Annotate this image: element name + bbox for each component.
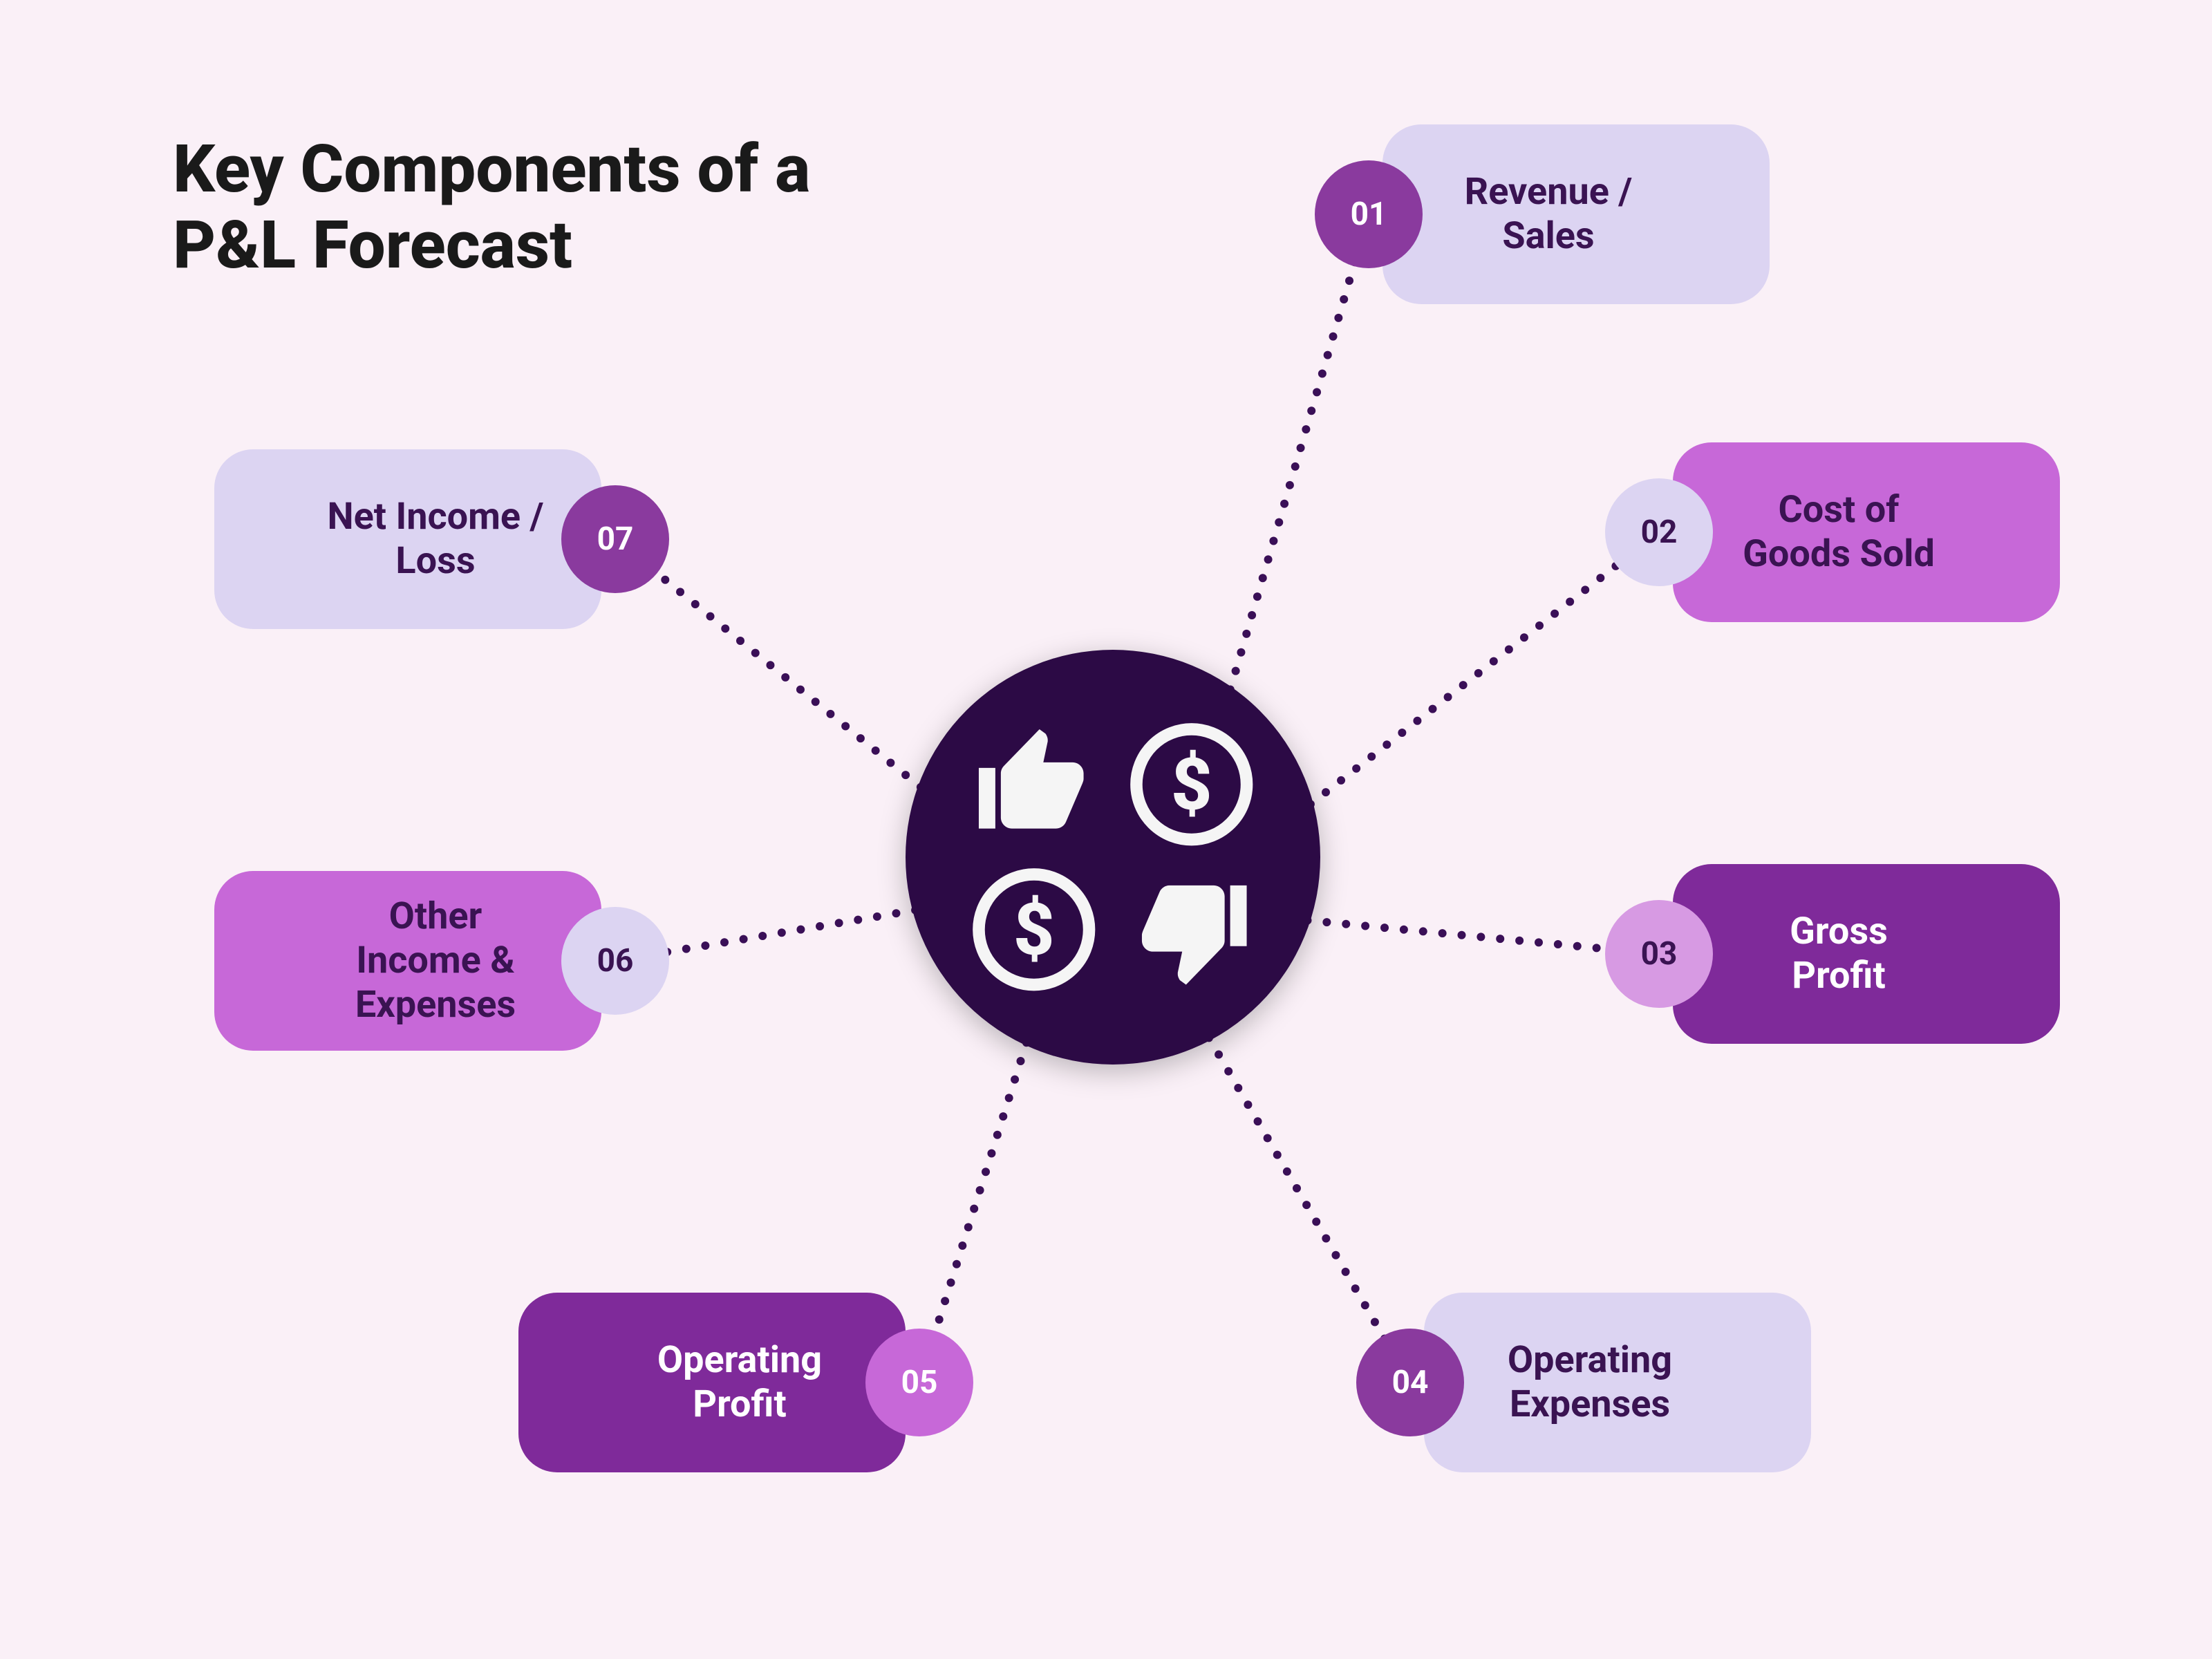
thumbs-down-icon	[1125, 863, 1258, 996]
component-card: OperatingExpenses	[1424, 1293, 1811, 1472]
component-number-badge: 06	[561, 907, 669, 1015]
component-card-label: GrossProfit	[1762, 910, 1971, 997]
component-number: 06	[597, 942, 634, 980]
component-card-label: Net Income /Loss	[244, 495, 571, 583]
component-card: Revenue /Sales	[1382, 124, 1770, 304]
component-number: 01	[1351, 196, 1387, 233]
component-card: Cost ofGoods Sold	[1673, 442, 2060, 622]
svg-text:$: $	[1171, 744, 1212, 827]
component-number-badge: 07	[561, 485, 669, 593]
dollar-coin-icon: $	[1125, 718, 1258, 851]
hub-icon-group: $ $	[955, 700, 1271, 1015]
component-card-label: OperatingProfit	[574, 1338, 850, 1426]
component-card-label: OperatingExpenses	[1480, 1338, 1755, 1426]
component-number: 07	[597, 521, 634, 558]
dollar-coin-icon: $	[968, 863, 1100, 996]
svg-text:$: $	[1013, 889, 1055, 973]
component-number-badge: 04	[1356, 1329, 1464, 1436]
thumbs-up-icon	[968, 718, 1100, 851]
component-number-badge: 03	[1605, 900, 1713, 1008]
component-card-label: Revenue /Sales	[1437, 170, 1716, 258]
component-number-badge: 02	[1605, 478, 1713, 586]
component-card-label: Cost ofGoods Sold	[1715, 488, 2018, 576]
component-number: 03	[1641, 935, 1678, 973]
component-card: OtherIncome &Expenses	[214, 871, 601, 1051]
component-card: OperatingProfit	[518, 1293, 906, 1472]
component-number: 02	[1641, 514, 1678, 551]
component-number: 04	[1392, 1364, 1429, 1401]
component-number-badge: 01	[1315, 160, 1423, 268]
component-card: Net Income /Loss	[214, 449, 601, 629]
center-hub: $ $	[906, 650, 1320, 1065]
component-card: GrossProfit	[1673, 864, 2060, 1044]
component-number: 05	[901, 1364, 938, 1401]
component-card-label: OtherIncome &Expenses	[272, 894, 543, 1027]
component-number-badge: 05	[865, 1329, 973, 1436]
